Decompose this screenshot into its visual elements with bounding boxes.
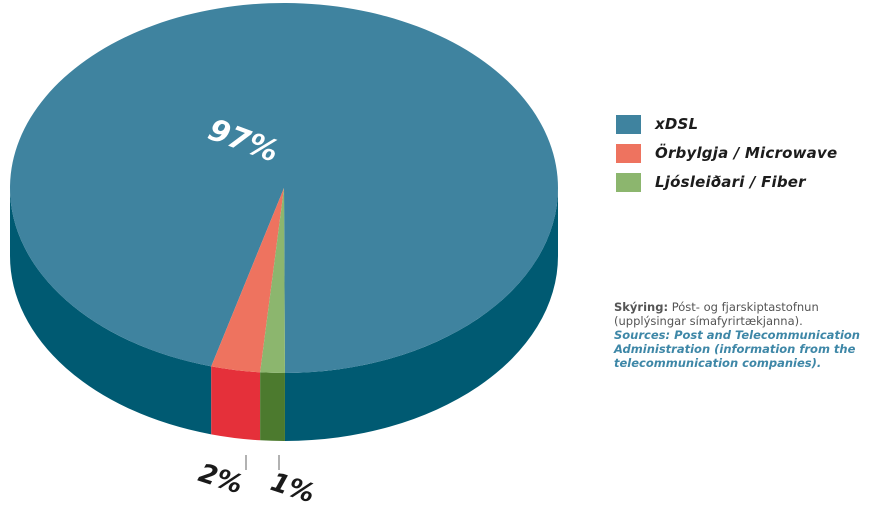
legend-label-xdsl: xDSL xyxy=(655,115,699,133)
legend-item-microwave: Örbylgja / Microwave xyxy=(616,143,837,163)
slice-microwave xyxy=(211,188,284,373)
source-english: Sources: Post and Telecommunication Admi… xyxy=(614,328,860,370)
slice-xdsl xyxy=(9,3,558,374)
slice-side-xdsl xyxy=(10,188,558,441)
label-fiber-percent: 1% xyxy=(267,467,318,509)
slice-fiber xyxy=(260,188,285,374)
legend-item-xdsl: xDSL xyxy=(616,114,837,134)
legend: xDSL Örbylgja / Microwave Ljósleiðari / … xyxy=(616,114,837,201)
label-microwave-percent: 2% xyxy=(195,458,246,500)
slice-side-fiber xyxy=(260,372,285,442)
source-text: Póst- og fjarskiptastofnun (upplýsingar … xyxy=(614,300,819,328)
legend-swatch-xdsl xyxy=(616,114,641,134)
legend-swatch-fiber xyxy=(616,172,641,192)
legend-swatch-microwave xyxy=(616,143,641,163)
legend-label-fiber: Ljósleiðari / Fiber xyxy=(655,173,806,191)
pie-chart: 97% 2% 1% xyxy=(9,3,558,509)
source-note: Skýring: Póst- og fjarskiptastofnun (upp… xyxy=(614,300,880,370)
legend-item-fiber: Ljósleiðari / Fiber xyxy=(616,172,837,192)
slice-side-microwave xyxy=(211,366,261,441)
source-label: Skýring: xyxy=(614,300,669,314)
legend-label-microwave: Örbylgja / Microwave xyxy=(655,144,838,162)
